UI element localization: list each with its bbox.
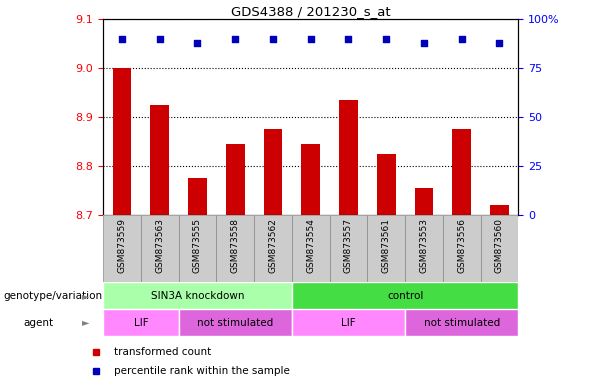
Bar bbox=[103, 215, 141, 282]
Text: GSM873563: GSM873563 bbox=[155, 218, 164, 273]
Point bbox=[495, 40, 504, 46]
Bar bbox=[481, 215, 518, 282]
Bar bbox=[188, 178, 207, 215]
Text: agent: agent bbox=[24, 318, 54, 328]
Bar bbox=[405, 309, 518, 336]
Point bbox=[193, 40, 202, 46]
Bar bbox=[103, 309, 178, 336]
Bar bbox=[103, 282, 292, 309]
Bar bbox=[254, 215, 292, 282]
Bar bbox=[292, 282, 518, 309]
Point bbox=[419, 40, 429, 46]
Point bbox=[268, 36, 277, 42]
Text: GSM873561: GSM873561 bbox=[382, 218, 391, 273]
Text: not stimulated: not stimulated bbox=[197, 318, 273, 328]
Bar bbox=[141, 215, 178, 282]
Text: GSM873556: GSM873556 bbox=[457, 218, 466, 273]
Bar bbox=[405, 215, 443, 282]
Bar bbox=[178, 309, 292, 336]
Bar bbox=[292, 309, 405, 336]
Text: GSM873562: GSM873562 bbox=[269, 218, 277, 273]
Text: ►: ► bbox=[82, 291, 89, 301]
Text: LIF: LIF bbox=[134, 318, 148, 328]
Bar bbox=[301, 144, 320, 215]
Bar bbox=[216, 215, 254, 282]
Text: GSM873559: GSM873559 bbox=[117, 218, 127, 273]
Text: genotype/variation: genotype/variation bbox=[3, 291, 102, 301]
Point bbox=[155, 36, 164, 42]
Text: GSM873554: GSM873554 bbox=[306, 218, 315, 273]
Text: percentile rank within the sample: percentile rank within the sample bbox=[114, 366, 290, 376]
Text: transformed count: transformed count bbox=[114, 347, 211, 357]
Text: SIN3A knockdown: SIN3A knockdown bbox=[151, 291, 244, 301]
Point bbox=[457, 36, 466, 42]
Point bbox=[230, 36, 240, 42]
Bar bbox=[490, 205, 509, 215]
Bar bbox=[330, 215, 368, 282]
Bar bbox=[178, 215, 216, 282]
Bar bbox=[263, 129, 282, 215]
Text: GSM873557: GSM873557 bbox=[344, 218, 353, 273]
Text: GSM873558: GSM873558 bbox=[231, 218, 240, 273]
Bar bbox=[452, 129, 471, 215]
Bar bbox=[443, 215, 481, 282]
Bar bbox=[415, 188, 434, 215]
Title: GDS4388 / 201230_s_at: GDS4388 / 201230_s_at bbox=[231, 5, 391, 18]
Bar bbox=[112, 68, 131, 215]
Point bbox=[344, 36, 353, 42]
Text: not stimulated: not stimulated bbox=[423, 318, 500, 328]
Text: LIF: LIF bbox=[341, 318, 356, 328]
Point bbox=[382, 36, 391, 42]
Bar bbox=[292, 215, 330, 282]
Text: GSM873560: GSM873560 bbox=[495, 218, 504, 273]
Bar bbox=[368, 215, 405, 282]
Bar bbox=[150, 105, 169, 215]
Text: GSM873553: GSM873553 bbox=[419, 218, 428, 273]
Point bbox=[306, 36, 316, 42]
Text: ►: ► bbox=[82, 318, 89, 328]
Text: control: control bbox=[387, 291, 423, 301]
Bar bbox=[226, 144, 244, 215]
Text: GSM873555: GSM873555 bbox=[193, 218, 202, 273]
Bar bbox=[377, 154, 396, 215]
Bar bbox=[339, 100, 358, 215]
Point bbox=[117, 36, 127, 42]
